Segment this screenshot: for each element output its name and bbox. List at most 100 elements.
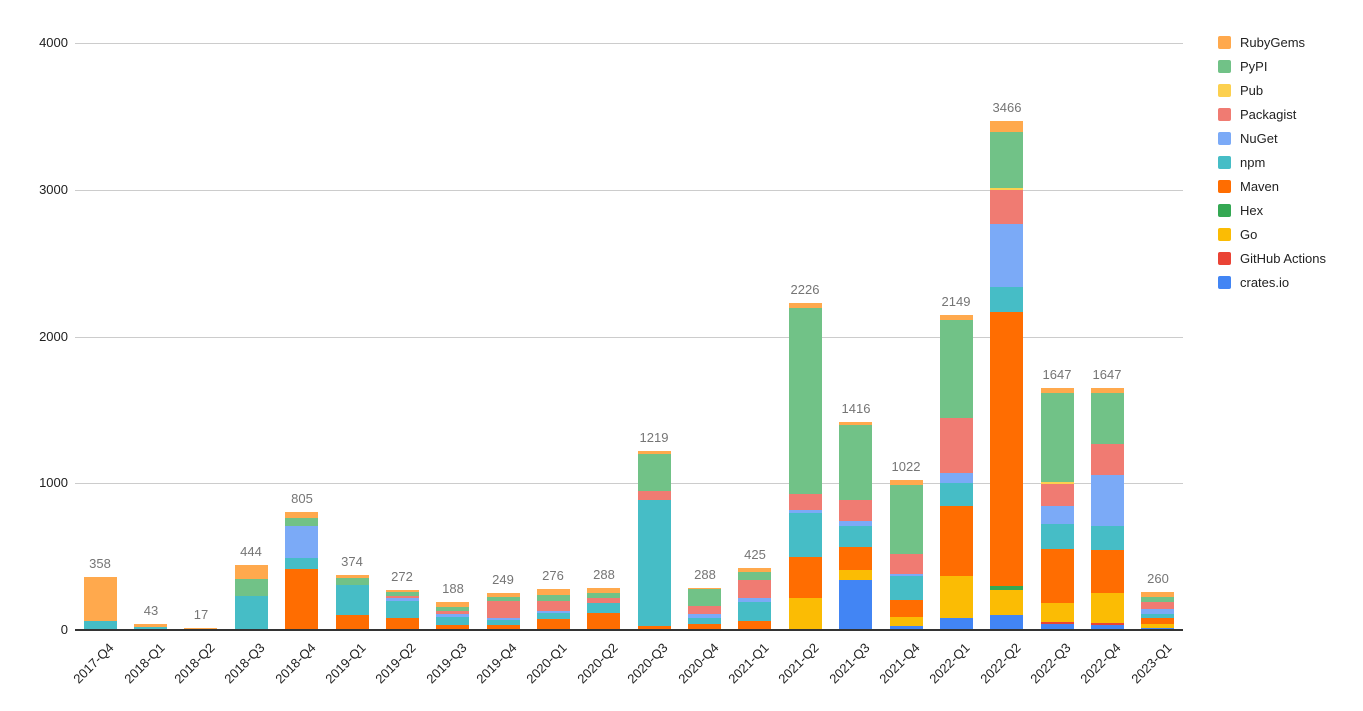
bar-segment-pypi[interactable] (336, 578, 369, 585)
bar-segment-rubygems[interactable] (134, 624, 167, 627)
bar-segment-npm[interactable] (990, 287, 1023, 312)
bar-segment-packagist[interactable] (638, 491, 671, 500)
bar-segment-npm[interactable] (134, 627, 167, 630)
bar-segment-packagist[interactable] (1041, 484, 1074, 506)
bar-segment-go[interactable] (839, 570, 872, 580)
bar-segment-npm[interactable] (285, 558, 318, 569)
bar-segment-packagist[interactable] (890, 554, 923, 574)
bar-segment-maven[interactable] (285, 569, 318, 630)
bar-segment-pypi[interactable] (285, 518, 318, 526)
bar-segment-rubygems[interactable] (184, 628, 217, 629)
bar-segment-pypi[interactable] (940, 320, 973, 418)
bar-segment-npm[interactable] (336, 585, 369, 615)
bar-segment-packagist[interactable] (1141, 602, 1174, 609)
bar-segment-rubygems[interactable] (688, 588, 721, 589)
bar-segment-packagist[interactable] (1091, 444, 1124, 475)
bar-segment-packagist[interactable] (789, 494, 822, 510)
bar-segment-pypi[interactable] (587, 593, 620, 598)
bar-segment-packagist[interactable] (940, 418, 973, 473)
bar-segment-hex[interactable] (990, 586, 1023, 590)
bar-segment-crates-io[interactable] (839, 580, 872, 630)
bar-segment-npm[interactable] (436, 617, 469, 625)
bar-segment-nuget[interactable] (386, 598, 419, 601)
bar-segment-crates-io[interactable] (940, 618, 973, 630)
bar-segment-rubygems[interactable] (1041, 388, 1074, 393)
bar-segment-nuget[interactable] (537, 611, 570, 613)
bar-segment-github-actions[interactable] (1041, 622, 1074, 624)
bar-segment-rubygems[interactable] (84, 577, 117, 621)
bar-segment-rubygems[interactable] (587, 588, 620, 593)
bar-segment-npm[interactable] (839, 526, 872, 547)
bar-segment-github-actions[interactable] (1091, 623, 1124, 625)
bar-segment-rubygems[interactable] (487, 593, 520, 597)
bar-segment-packagist[interactable] (688, 606, 721, 614)
bar-segment-pub[interactable] (990, 188, 1023, 190)
bar-segment-rubygems[interactable] (537, 589, 570, 595)
bar-segment-pypi[interactable] (436, 607, 469, 611)
bar-segment-go[interactable] (990, 590, 1023, 615)
bar-segment-npm[interactable] (1141, 614, 1174, 618)
bar-segment-maven[interactable] (738, 621, 771, 630)
bar-segment-maven[interactable] (990, 312, 1023, 586)
bar-segment-go[interactable] (789, 598, 822, 630)
bar-segment-maven[interactable] (638, 626, 671, 630)
bar-segment-pypi[interactable] (537, 595, 570, 601)
bar-segment-rubygems[interactable] (1141, 592, 1174, 597)
bar-segment-pypi[interactable] (1141, 597, 1174, 602)
bar-segment-rubygems[interactable] (336, 575, 369, 578)
bar-segment-npm[interactable] (537, 613, 570, 619)
bar-segment-maven[interactable] (1141, 618, 1174, 624)
bar-segment-nuget[interactable] (940, 473, 973, 483)
bar-segment-maven[interactable] (587, 613, 620, 630)
bar-segment-npm[interactable] (487, 620, 520, 625)
bar-segment-pypi[interactable] (638, 454, 671, 491)
bar-segment-npm[interactable] (789, 513, 822, 557)
bar-segment-pypi[interactable] (890, 485, 923, 554)
bar-segment-go[interactable] (1041, 603, 1074, 622)
bar-segment-packagist[interactable] (587, 598, 620, 603)
bar-segment-maven[interactable] (839, 547, 872, 570)
bar-segment-maven[interactable] (1091, 550, 1124, 593)
bar-segment-pypi[interactable] (235, 579, 268, 596)
bar-segment-packagist[interactable] (487, 601, 520, 618)
bar-segment-packagist[interactable] (738, 580, 771, 598)
bar-segment-npm[interactable] (386, 601, 419, 618)
bar-segment-pypi[interactable] (990, 132, 1023, 188)
bar-segment-go[interactable] (1091, 593, 1124, 623)
bar-segment-crates-io[interactable] (1041, 624, 1074, 630)
bar-segment-npm[interactable] (1041, 524, 1074, 549)
bar-segment-nuget[interactable] (688, 614, 721, 618)
bar-segment-maven[interactable] (890, 600, 923, 617)
bar-segment-packagist[interactable] (386, 596, 419, 598)
bar-segment-npm[interactable] (688, 618, 721, 624)
bar-segment-maven[interactable] (487, 625, 520, 630)
bar-segment-nuget[interactable] (1041, 506, 1074, 524)
bar-segment-go[interactable] (890, 617, 923, 626)
bar-segment-npm[interactable] (890, 576, 923, 600)
bar-segment-nuget[interactable] (1141, 609, 1174, 614)
bar-segment-npm[interactable] (940, 483, 973, 506)
bar-segment-pypi[interactable] (386, 592, 419, 596)
bar-segment-rubygems[interactable] (890, 480, 923, 485)
bar-segment-maven[interactable] (386, 618, 419, 630)
bar-segment-nuget[interactable] (890, 574, 923, 576)
bar-segment-packagist[interactable] (990, 190, 1023, 224)
bar-segment-rubygems[interactable] (1091, 388, 1124, 393)
bar-segment-rubygems[interactable] (839, 422, 872, 425)
bar-segment-maven[interactable] (940, 506, 973, 576)
bar-segment-pypi[interactable] (688, 589, 721, 606)
bar-segment-maven[interactable] (1041, 549, 1074, 603)
bar-segment-packagist[interactable] (436, 611, 469, 614)
bar-segment-maven[interactable] (688, 624, 721, 630)
bar-segment-pub[interactable] (1041, 482, 1074, 484)
bar-segment-packagist[interactable] (537, 601, 570, 611)
bar-segment-rubygems[interactable] (436, 602, 469, 607)
bar-segment-pypi[interactable] (1041, 393, 1074, 482)
bar-segment-nuget[interactable] (1091, 475, 1124, 526)
bar-segment-go[interactable] (1141, 624, 1174, 628)
bar-segment-maven[interactable] (436, 625, 469, 630)
bar-segment-maven[interactable] (336, 615, 369, 630)
bar-segment-npm[interactable] (638, 500, 671, 626)
bar-segment-crates-io[interactable] (890, 626, 923, 630)
bar-segment-nuget[interactable] (436, 614, 469, 617)
